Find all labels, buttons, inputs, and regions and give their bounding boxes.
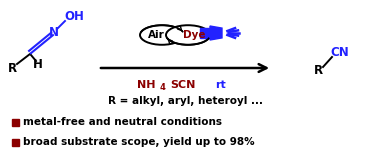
Text: R: R bbox=[313, 64, 322, 76]
Text: H: H bbox=[33, 57, 43, 71]
Text: broad substrate scope, yield up to 98%: broad substrate scope, yield up to 98% bbox=[23, 137, 255, 147]
Text: Dye: Dye bbox=[183, 30, 205, 40]
Text: R: R bbox=[8, 61, 17, 74]
Circle shape bbox=[140, 25, 184, 45]
Bar bbox=[12, 138, 19, 145]
Text: 4: 4 bbox=[159, 83, 165, 93]
Text: Air: Air bbox=[148, 30, 164, 40]
Text: N: N bbox=[49, 27, 59, 39]
Polygon shape bbox=[200, 28, 210, 38]
Text: R = alkyl, aryl, heteroyl ...: R = alkyl, aryl, heteroyl ... bbox=[107, 96, 262, 106]
Text: OH: OH bbox=[64, 10, 84, 23]
Circle shape bbox=[166, 25, 210, 45]
Text: NH: NH bbox=[136, 80, 155, 90]
Text: SCN: SCN bbox=[170, 80, 195, 90]
Text: CN: CN bbox=[331, 47, 349, 59]
Text: metal-free and neutral conditions: metal-free and neutral conditions bbox=[23, 117, 222, 127]
Bar bbox=[12, 118, 19, 125]
Polygon shape bbox=[210, 26, 222, 40]
Text: rt: rt bbox=[215, 80, 225, 90]
